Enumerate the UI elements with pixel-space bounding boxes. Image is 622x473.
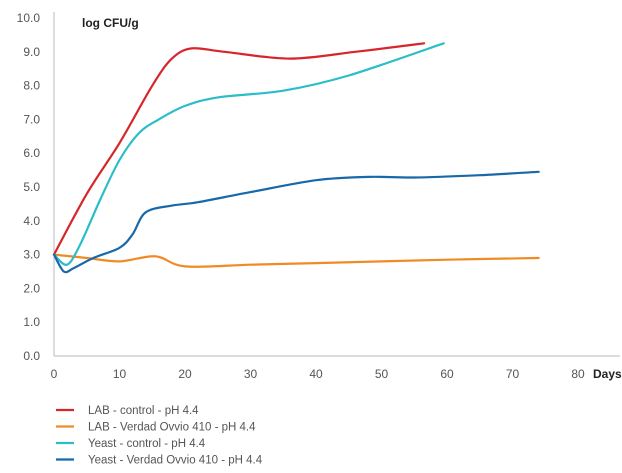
y-tick-label: 8.0 — [23, 79, 40, 93]
x-tick-label: 10 — [113, 367, 127, 381]
y-tick-label: 6.0 — [23, 146, 40, 160]
x-tick-label: 80 — [571, 367, 585, 381]
series-line-2 — [52, 253, 540, 268]
y-tick-label: 9.0 — [23, 45, 40, 59]
y-tick-label: 10.0 — [17, 11, 41, 25]
x-axis-tick-labels: 0 10 20 30 40 50 60 70 80 — [51, 367, 585, 381]
y-tick-label: 0.0 — [23, 349, 40, 363]
series-lines — [52, 42, 540, 274]
y-tick-label: 3.0 — [23, 248, 40, 262]
x-tick-label: 70 — [506, 367, 520, 381]
series-line-1 — [52, 42, 426, 256]
y-axis-tick-labels: 0.0 1.0 2.0 3.0 4.0 5.0 6.0 7.0 8.0 9.0 10.0 — [17, 11, 41, 363]
x-tick-label: 50 — [375, 367, 389, 381]
legend-label-4: Yeast - Verdad Ovvio 410 - pH 4.4 — [88, 455, 263, 467]
y-tick-label: 4.0 — [23, 214, 40, 228]
x-axis-title: Days — [593, 367, 622, 381]
legend-label-3: Yeast - control - pH 4.4 — [88, 438, 206, 450]
x-tick-label: 40 — [309, 367, 323, 381]
legend-label-1: LAB - control - pH 4.4 — [88, 405, 199, 417]
legend-label-2: LAB - Verdad Ovvio 410 - pH 4.4 — [88, 422, 256, 434]
y-tick-label: 1.0 — [23, 315, 40, 329]
x-tick-label: 60 — [440, 367, 454, 381]
series-line-3 — [52, 42, 445, 266]
x-tick-label: 0 — [51, 367, 58, 381]
series-line-4 — [52, 170, 540, 274]
x-tick-label: 30 — [244, 367, 258, 381]
y-axis-title: log CFU/g — [82, 16, 139, 30]
y-tick-label: 5.0 — [23, 180, 40, 194]
legend: LAB - control - pH 4.4 LAB - Verdad Ovvio… — [56, 405, 263, 467]
y-tick-label: 7.0 — [23, 112, 40, 126]
x-tick-label: 20 — [178, 367, 192, 381]
y-tick-label: 2.0 — [23, 281, 40, 295]
